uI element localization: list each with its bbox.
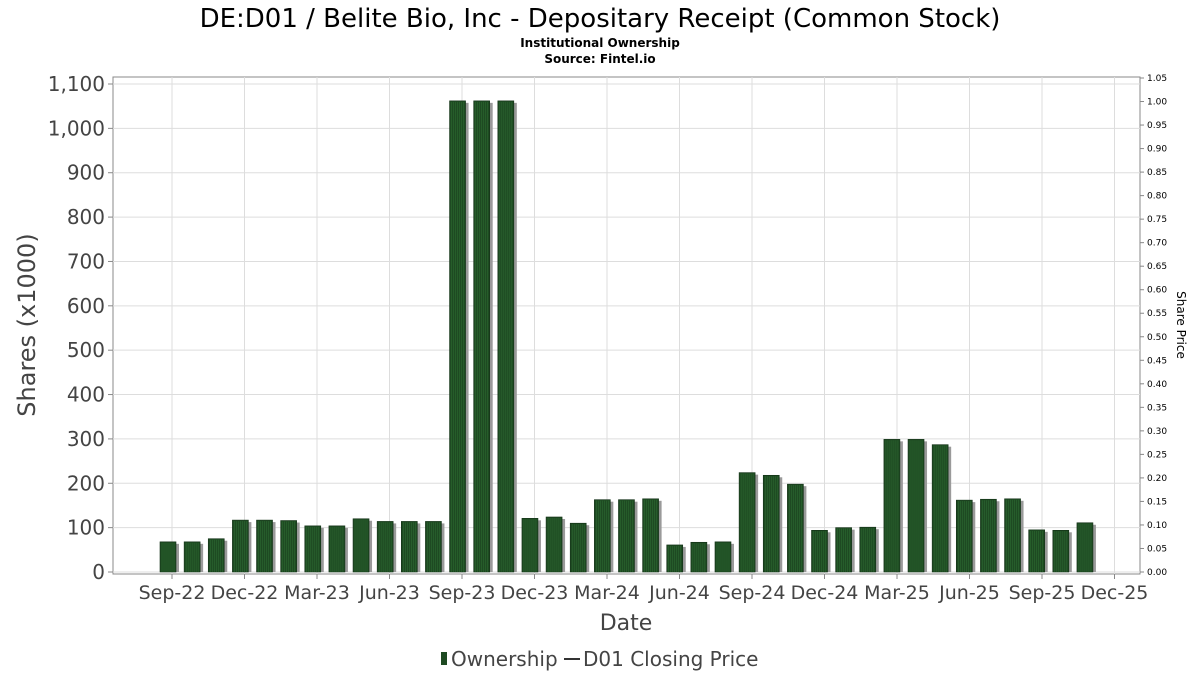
x-tick-label: Jun-24 [648, 582, 710, 604]
x-axis: Sep-22 Dec-22 Mar-23 Jun-23 Sep-23 Dec-23 Mar-… [139, 574, 1149, 604]
x-tick-label: Sep-23 [429, 582, 496, 604]
y2-tick-label: 0.60 [1147, 286, 1167, 296]
y2-tick-label: 0.35 [1147, 403, 1167, 413]
y-tick-label: 1,100 [48, 72, 105, 96]
x-tick-label: Jun-25 [938, 582, 1000, 604]
x-tick-label: Dec-22 [211, 582, 279, 604]
y2-tick-label: 0.75 [1147, 215, 1167, 225]
x-tick-label: Mar-23 [284, 582, 350, 604]
y2-tick-label: 1.05 [1147, 74, 1167, 84]
y2-tick-label: 0.10 [1147, 521, 1167, 531]
x-tick-label: Jun-23 [358, 582, 420, 604]
y2-tick-label: 0.15 [1147, 497, 1167, 507]
y2-tick-label: 0.80 [1147, 192, 1167, 202]
y-tick-label: 700 [67, 249, 105, 273]
y2-tick-label: 0.90 [1147, 145, 1167, 155]
y2-tick-label: 0.20 [1147, 474, 1167, 484]
y2-tick-label: 0.70 [1147, 239, 1167, 249]
chart-title: DE:D01 / Belite Bio, Inc - Depositary Re… [200, 4, 1001, 34]
x-tick-label: Dec-24 [791, 582, 859, 604]
y2-tick-label: 0.45 [1147, 356, 1167, 366]
x-axis-label: Date [600, 611, 653, 636]
x-tick-label: Sep-25 [1009, 582, 1076, 604]
x-tick-label: Sep-24 [719, 582, 786, 604]
y-tick-label: 400 [67, 383, 105, 407]
legend-ownership-label: Ownership [451, 647, 558, 671]
y2-axis-label: Share Price [1174, 291, 1188, 359]
y-axis: 0 100 200 300 400 500 600 700 800 900 1,000 1,100 [48, 72, 113, 584]
y-tick-label: 800 [67, 205, 105, 229]
y2-axis: 0.00 0.05 0.10 0.15 0.20 0.25 0.30 0.35 0.40 0.45… [1140, 74, 1167, 578]
y2-tick-label: 0.00 [1147, 568, 1167, 578]
y-tick-label: 100 [67, 516, 105, 540]
y2-tick-label: 0.55 [1147, 309, 1167, 319]
y-tick-label: 1,000 [48, 116, 105, 140]
y2-tick-label: 0.40 [1147, 380, 1167, 390]
y-tick-label: 200 [67, 471, 105, 495]
y2-tick-label: 0.95 [1147, 121, 1167, 131]
bars [159, 100, 1096, 573]
legend-price-label: D01 Closing Price [583, 647, 758, 671]
x-tick-label: Mar-24 [574, 582, 640, 604]
y2-tick-label: 0.50 [1147, 333, 1167, 343]
y-axis-label: Shares (x1000) [13, 233, 41, 416]
plot-area [112, 76, 1141, 575]
y2-tick-label: 0.85 [1147, 168, 1167, 178]
x-tick-label: Dec-23 [501, 582, 569, 604]
chart-subtitle-2: Source: Fintel.io [544, 52, 655, 66]
legend-ownership-swatch [441, 652, 447, 665]
y2-tick-label: 0.65 [1147, 262, 1167, 272]
y2-tick-label: 1.00 [1147, 98, 1167, 108]
legend: Ownership D01 Closing Price [441, 647, 758, 671]
x-tick-label: Mar-25 [864, 582, 930, 604]
y-tick-label: 900 [67, 161, 105, 185]
y2-tick-label: 0.30 [1147, 427, 1167, 437]
y-tick-label: 600 [67, 294, 105, 318]
x-tick-label: Sep-22 [139, 582, 206, 604]
y-tick-label: 300 [67, 427, 105, 451]
x-tick-label: Dec-25 [1081, 582, 1149, 604]
y2-tick-label: 0.05 [1147, 544, 1167, 554]
chart-subtitle-1: Institutional Ownership [520, 36, 680, 50]
y2-tick-label: 0.25 [1147, 450, 1167, 460]
y-tick-label: 500 [67, 338, 105, 362]
y-tick-label: 0 [92, 560, 105, 584]
